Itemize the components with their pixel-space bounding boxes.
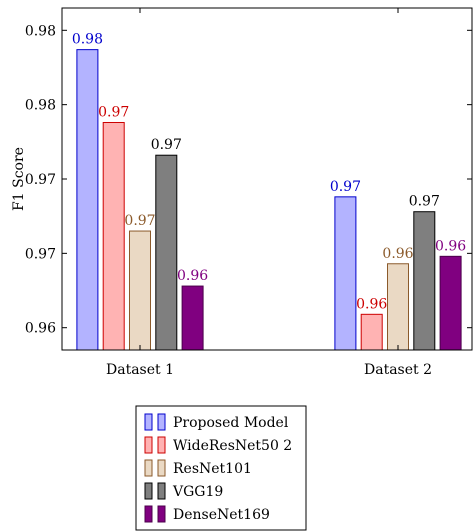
data-label: 0.96 — [177, 268, 208, 284]
legend-swatch — [157, 482, 166, 500]
bar — [129, 230, 151, 351]
legend-swatch — [157, 505, 166, 523]
legend-swatch — [157, 413, 166, 431]
x-tick-label: Dataset 2 — [364, 362, 432, 378]
y-tick-label: 0.97 — [25, 246, 56, 262]
data-label: 0.98 — [72, 32, 103, 48]
legend-swatch — [157, 436, 166, 454]
legend-swatch — [144, 459, 153, 477]
data-label: 0.97 — [151, 137, 182, 153]
legend-entry: Proposed Model — [173, 415, 289, 431]
value-labels-layer: 0.98 0.97 0.97 0.97 0.96 0.97 0.96 0.96 0.97 0.96 — [72, 32, 466, 313]
legend-swatch — [144, 413, 153, 431]
bar — [181, 285, 204, 351]
bar — [360, 313, 383, 351]
y-tick-label: 0.98 — [25, 23, 56, 39]
legend-swatch — [144, 505, 153, 523]
data-label: 0.97 — [124, 213, 155, 229]
bar — [102, 121, 125, 351]
bar — [76, 49, 99, 351]
legend-entry: ResNet101 — [173, 461, 252, 477]
y-tick-label: 0.98 — [25, 98, 56, 114]
data-label: 0.97 — [330, 179, 361, 195]
axis-ticks-layer: 0.96 0.97 0.97 0.98 0.98 Dataset 1 Dataset 2 — [25, 8, 472, 378]
data-label: 0.97 — [98, 104, 129, 120]
bar — [387, 263, 409, 351]
data-label: 0.96 — [435, 238, 466, 254]
bars-layer — [76, 49, 462, 351]
legend: Proposed Model WideResNet50 2 ResNet101 VGG… — [135, 405, 307, 531]
legend-swatch — [157, 459, 166, 477]
legend-entry: WideResNet50 2 — [173, 438, 292, 454]
legend-swatch — [144, 482, 153, 500]
data-label: 0.97 — [409, 194, 440, 210]
bar — [334, 196, 357, 351]
bar — [413, 211, 436, 351]
bar — [439, 255, 462, 351]
y-tick-label: 0.96 — [25, 321, 56, 337]
y-tick-label: 0.97 — [25, 172, 56, 188]
legend-entry: DenseNet169 — [173, 507, 270, 523]
legend-swatch — [144, 436, 153, 454]
legend-entry: VGG19 — [172, 484, 223, 500]
data-label: 0.96 — [356, 296, 387, 312]
y-axis-title: F1 Score — [11, 147, 27, 211]
x-tick-label: Dataset 1 — [106, 362, 174, 378]
bar — [155, 154, 178, 351]
data-label: 0.96 — [382, 246, 413, 262]
